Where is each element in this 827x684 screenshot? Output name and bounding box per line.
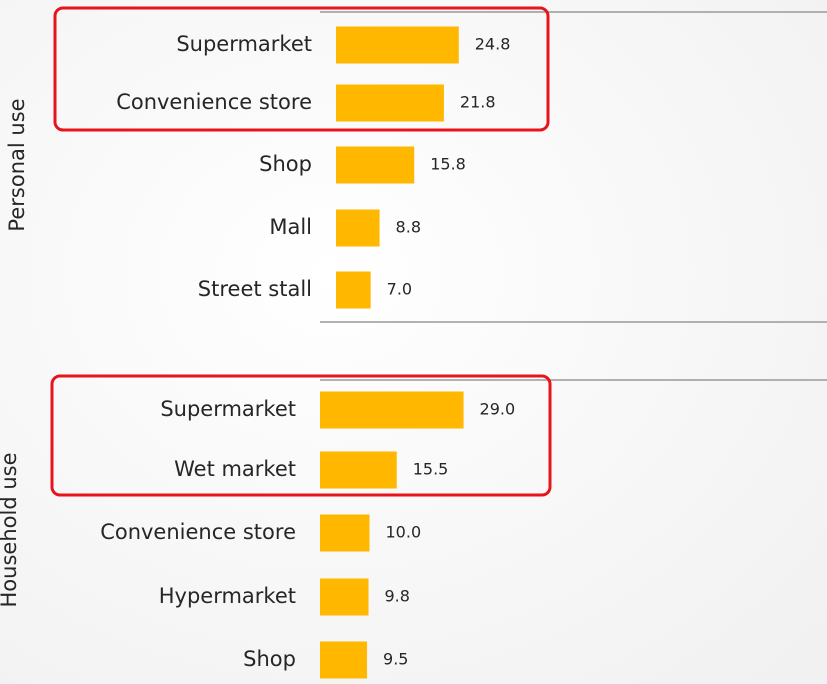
bar (336, 209, 380, 247)
category-label: Wet market (174, 457, 296, 481)
bar (336, 146, 415, 184)
group-label: Personal use (5, 98, 29, 231)
value-label: 15.8 (430, 155, 466, 174)
value-label: 9.5 (383, 650, 408, 669)
category-label: Mall (269, 215, 312, 239)
highlight-box (53, 6, 550, 132)
value-label: 7.0 (387, 280, 412, 299)
bar (320, 641, 368, 679)
group-label: Household use (0, 453, 21, 608)
highlight-box (50, 374, 552, 497)
value-label: 10.0 (386, 523, 422, 542)
bar (320, 578, 369, 616)
value-label: 15.5 (413, 460, 449, 479)
category-label: Hypermarket (159, 584, 296, 608)
value-label: 8.8 (396, 218, 421, 237)
category-label: Shop (243, 647, 296, 671)
category-label: Supermarket (160, 397, 296, 421)
value-label: 9.8 (385, 587, 410, 606)
value-label: 24.8 (475, 35, 511, 54)
value-label: 29.0 (480, 400, 516, 419)
bar (320, 514, 370, 552)
category-label: Supermarket (176, 32, 312, 56)
bar (336, 26, 459, 64)
bar (320, 451, 397, 489)
bar (336, 271, 371, 309)
category-label: Convenience store (100, 520, 296, 544)
category-label: Convenience store (116, 90, 312, 114)
value-label: 21.8 (460, 93, 496, 112)
category-label: Street stall (198, 277, 312, 301)
bar (336, 84, 444, 122)
bar (320, 391, 464, 429)
category-label: Shop (259, 152, 312, 176)
